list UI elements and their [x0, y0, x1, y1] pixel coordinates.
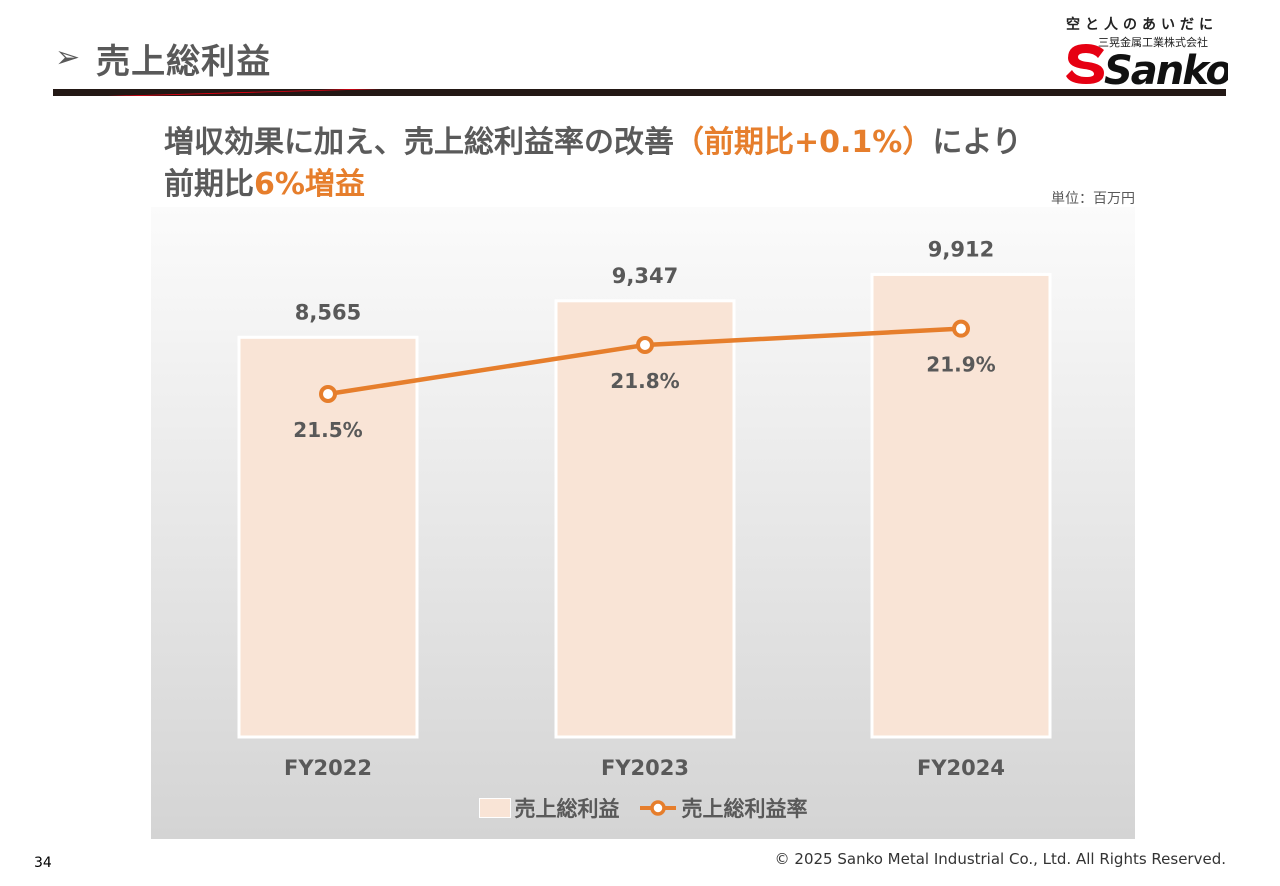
svg-text:Sanko: Sanko [1104, 48, 1228, 90]
x-tick-label: FY2022 [284, 756, 372, 780]
line-point-FY2024 [952, 319, 970, 338]
headline-text: により [932, 125, 1022, 160]
legend-item-bar: 売上総利益 [478, 793, 620, 823]
chart-canvas: 8,565 9,347 9,912 21.5% 21.8% 21.9% FY2022 FY… [151, 207, 1135, 839]
x-tick-label: FY2024 [917, 756, 1005, 780]
legend-line-swatch [639, 800, 676, 816]
bar-value-label: 9,912 [928, 237, 994, 261]
headline-line-2: 前期比6%増益 [164, 164, 1022, 206]
chart-legend: 売上総利益 売上総利益率 [151, 793, 1135, 823]
legend-bar-label: 売上総利益 [514, 797, 620, 821]
unit-label: 単位：百万円 [1051, 191, 1135, 207]
headline: 増収効果に加え、売上総利益率の改善（前期比+0.1%）により 前期比6%増益 [164, 122, 1022, 206]
legend-line-label: 売上総利益率 [681, 797, 808, 821]
headline-line-1: 増収効果に加え、売上総利益率の改善（前期比+0.1%）により [164, 122, 1022, 164]
line-value-label: 21.8% [610, 369, 679, 393]
headline-highlight: （前期比+0.1%） [674, 125, 933, 160]
bar-FY2023 [554, 299, 736, 739]
slide-header: ➢ 売上総利益 [55, 30, 271, 86]
bar-value-label: 8,565 [295, 300, 361, 324]
chart: 8,565 9,347 9,912 21.5% 21.8% 21.9% FY2022 FY… [151, 207, 1135, 839]
legend-bar-swatch [478, 798, 511, 818]
title-underline [53, 89, 1226, 96]
bar-FY2022 [237, 335, 419, 739]
bar-value-label: 9,347 [612, 264, 678, 288]
logo-tagline: 空と人のあいだに [1066, 17, 1218, 33]
bar-FY2024 [870, 272, 1052, 739]
sanko-wordmark-icon: Sanko [1066, 44, 1228, 90]
line-value-label: 21.9% [926, 353, 995, 377]
company-logo: 空と人のあいだに 三晃金属工業株式会社 Sanko [1060, 14, 1230, 90]
slide-title: 売上総利益 [96, 41, 272, 82]
logo-company-name: 三晃金属工業株式会社 [1098, 36, 1208, 49]
x-tick-label: FY2023 [601, 756, 689, 780]
copyright: © 2025 Sanko Metal Industrial Co., Ltd. … [774, 850, 1226, 868]
line-point-FY2023 [636, 336, 654, 354]
legend-item-line: 売上総利益率 [638, 793, 808, 823]
page-number: 34 [34, 855, 52, 871]
headline-text: 前期比 [164, 167, 254, 202]
arrow-bullet-icon: ➢ [55, 40, 81, 75]
line-value-label: 21.5% [293, 418, 362, 442]
headline-text: 増収効果に加え、売上総利益率の改善 [164, 125, 674, 160]
line-point-FY2022 [319, 385, 337, 403]
headline-highlight: 6%増益 [254, 167, 365, 202]
